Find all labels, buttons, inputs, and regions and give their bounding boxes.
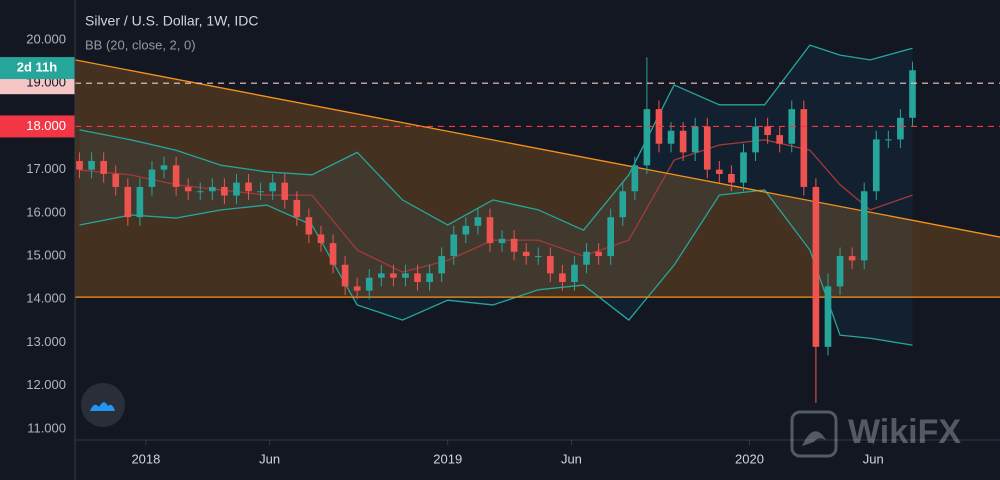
candle-body bbox=[245, 182, 252, 192]
candle-body bbox=[679, 130, 687, 153]
candle-body bbox=[824, 286, 832, 347]
candle-body bbox=[172, 165, 180, 187]
candle-body bbox=[474, 217, 482, 226]
candle-body bbox=[691, 126, 699, 153]
candle-body bbox=[571, 264, 578, 283]
x-tick-label: Jun bbox=[863, 451, 884, 466]
candle-body bbox=[402, 273, 409, 278]
candle-body bbox=[148, 169, 156, 187]
y-tick-label: 11.000 bbox=[27, 420, 66, 435]
y-tick-label: 17.000 bbox=[26, 161, 66, 176]
candle-body bbox=[438, 256, 445, 274]
watermark: WikiFX bbox=[790, 410, 961, 458]
candle-body bbox=[547, 256, 554, 274]
candle-body bbox=[631, 165, 639, 192]
bb-fill bbox=[79, 45, 913, 346]
candle-body bbox=[498, 238, 506, 244]
y-tick-label: 20.000 bbox=[26, 31, 66, 46]
candle-body bbox=[426, 273, 433, 283]
y-tick-label: 16.000 bbox=[26, 204, 66, 219]
candle-body bbox=[281, 182, 289, 200]
logo bbox=[81, 383, 125, 427]
candle-body bbox=[619, 191, 627, 218]
chart-title: Silver / U.S. Dollar, 1W, IDC bbox=[85, 13, 258, 29]
candle-body bbox=[257, 191, 264, 193]
watermark-text: WikiFX bbox=[848, 413, 961, 451]
candle-body bbox=[764, 126, 771, 136]
bb-upper bbox=[79, 44, 913, 231]
countdown-box bbox=[0, 57, 75, 80]
price-label-box bbox=[0, 115, 75, 138]
candle-body bbox=[293, 199, 301, 218]
candle-body bbox=[885, 139, 892, 141]
candle-body bbox=[378, 273, 385, 278]
candle-body bbox=[365, 277, 373, 291]
candle-body bbox=[522, 251, 530, 257]
x-tick-label: 2018 bbox=[131, 451, 160, 466]
overlay: 11.000 12.000 13.000 14.000 15.000 16.000 17.0… bbox=[0, 31, 884, 466]
x-tick-label: Jun bbox=[259, 451, 280, 466]
candle-body bbox=[341, 264, 349, 287]
x-tick-label: Jun bbox=[561, 451, 582, 466]
y-tick-label: 15.000 bbox=[26, 248, 66, 263]
candle-body bbox=[607, 217, 615, 257]
candle-body bbox=[353, 286, 361, 291]
trendline bbox=[75, 59, 1000, 238]
y-tick-label: 14.000 bbox=[26, 291, 66, 306]
candle-body bbox=[390, 273, 397, 278]
y-tick-label: 13.000 bbox=[26, 334, 66, 349]
x-tick-label: 2020 bbox=[735, 451, 764, 466]
candle-body bbox=[872, 139, 880, 192]
candle-body bbox=[88, 161, 95, 170]
candle-body bbox=[559, 273, 566, 283]
candle-body bbox=[510, 238, 518, 252]
candle-body bbox=[233, 182, 240, 196]
countdown-label: 2d 11h bbox=[17, 60, 58, 75]
candle-body bbox=[848, 256, 856, 261]
candle-body bbox=[716, 169, 723, 174]
indicator-label: BB (20, close, 2, 0) bbox=[85, 37, 196, 52]
candle-body bbox=[184, 186, 192, 192]
candle-body bbox=[76, 161, 83, 170]
candle-body bbox=[800, 109, 808, 187]
candle-body bbox=[740, 152, 747, 183]
candle-body bbox=[776, 135, 784, 144]
candle-body bbox=[329, 243, 337, 265]
candle-body bbox=[160, 165, 168, 170]
price-label: 18.000 bbox=[26, 118, 66, 133]
candle-body bbox=[595, 251, 602, 257]
candle-body bbox=[305, 217, 313, 235]
x-tick-label: 2019 bbox=[433, 451, 462, 466]
candle-body bbox=[196, 191, 204, 193]
candle-body bbox=[752, 126, 759, 153]
candle-body bbox=[112, 173, 120, 187]
candle-body bbox=[462, 225, 470, 235]
candle-body bbox=[100, 161, 107, 174]
candle-body bbox=[136, 186, 144, 218]
candle-body bbox=[909, 70, 916, 118]
candle-body bbox=[667, 130, 675, 144]
y-tick-label: 12.000 bbox=[26, 377, 66, 392]
candle-body bbox=[124, 186, 132, 218]
candle-body bbox=[534, 256, 542, 258]
candle-body bbox=[583, 251, 590, 265]
candle-body bbox=[860, 191, 868, 261]
candle-body bbox=[703, 126, 711, 170]
candle-body bbox=[269, 182, 276, 192]
candle-body bbox=[317, 234, 325, 244]
pattern-fill bbox=[75, 59, 1000, 298]
candle-body bbox=[486, 217, 494, 244]
candle-body bbox=[728, 173, 735, 183]
candle-body bbox=[450, 234, 458, 257]
candle-body bbox=[643, 109, 651, 166]
candle-body bbox=[812, 186, 820, 347]
plot-area bbox=[75, 44, 1000, 404]
candle-body bbox=[208, 186, 216, 192]
candle-body bbox=[836, 256, 844, 287]
candle-body bbox=[897, 117, 904, 140]
candle-body bbox=[221, 186, 228, 196]
candle-body bbox=[414, 273, 421, 283]
